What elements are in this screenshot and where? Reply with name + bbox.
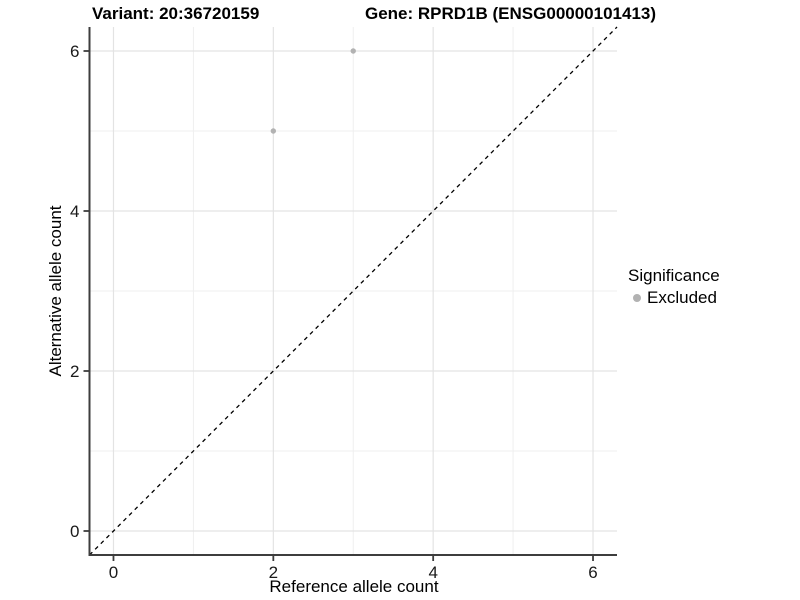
y-tick-label: 2 [70,362,79,381]
x-tick-label: 0 [109,563,118,582]
x-tick-label: 4 [428,563,437,582]
legend-item-excluded: Excluded [626,288,720,308]
y-tick-label: 4 [70,202,79,221]
excluded-point-icon [633,294,641,302]
y-axis-title: Alternative allele count [46,205,65,377]
x-tick-label: 2 [269,563,278,582]
y-tick-label: 6 [70,42,79,61]
variant-title: Variant: 20:36720159 [92,4,260,23]
data-point [270,128,277,134]
gene-title: Gene: RPRD1B (ENSG00000101413) [365,4,657,23]
x-axis-title: Reference allele count [269,577,439,596]
x-tick-label: 6 [588,563,597,582]
legend-item-label: Excluded [647,288,717,307]
data-point [350,48,356,54]
legend-title: Significance [628,266,720,285]
y-tick-label: 0 [70,522,79,541]
legend: Significance Excluded [626,266,720,308]
